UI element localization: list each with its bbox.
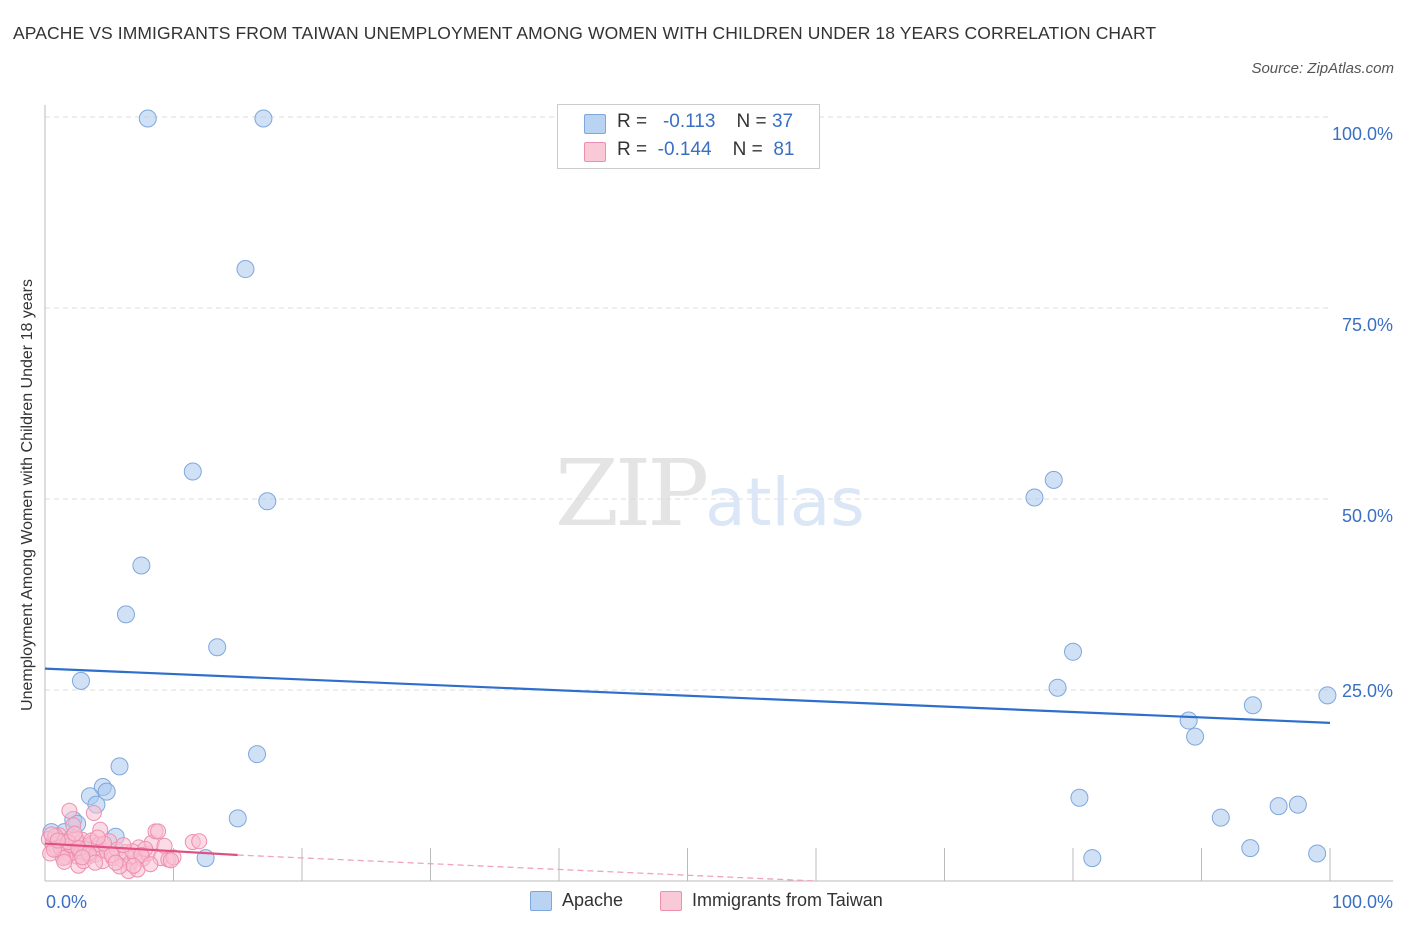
- apache-point: [138, 109, 157, 128]
- legend-apache-r: -0.113: [662, 111, 716, 132]
- apache-point: [1070, 788, 1089, 807]
- y-tick-label: 50.0%: [1342, 506, 1393, 526]
- axes: [44, 105, 1393, 882]
- taiwan-point: [150, 823, 167, 840]
- legend-taiwan-n: 81: [773, 139, 795, 160]
- apache-point: [1044, 470, 1063, 489]
- taiwan-point: [107, 854, 124, 871]
- taiwan-points: [40, 802, 208, 880]
- apache-point: [1243, 696, 1262, 715]
- apache-point: [71, 671, 90, 690]
- taiwan-point: [56, 853, 73, 870]
- apache-point: [183, 462, 202, 481]
- correlation-legend: R = -0.113 N = 37 R = -0.144 N = 81: [557, 104, 820, 169]
- apache-point: [132, 556, 151, 575]
- taiwan-point: [125, 857, 142, 874]
- apache-swatch-icon: [530, 891, 552, 911]
- apache-point: [116, 605, 135, 624]
- trend-lines: [44, 667, 1331, 882]
- apache-point: [248, 745, 267, 764]
- apache-trend-line: [44, 667, 1331, 724]
- apache-point: [110, 757, 129, 776]
- apache-point: [254, 109, 273, 128]
- bottom-legend-apache-label: Apache: [562, 890, 624, 910]
- apache-point: [1048, 678, 1067, 697]
- taiwan-point: [162, 852, 179, 869]
- taiwan-swatch-icon: [584, 142, 606, 162]
- apache-point: [1083, 849, 1102, 868]
- legend-r-label: R =: [617, 111, 648, 132]
- apache-point: [1308, 844, 1327, 863]
- legend-n-label: N =: [736, 111, 767, 132]
- y-tick-label: 100.0%: [1332, 124, 1393, 144]
- taiwan-point: [85, 805, 102, 822]
- apache-point: [228, 809, 247, 828]
- tick-labels: 100.0% 75.0% 50.0% 25.0% 0.0% 100.0%: [46, 124, 1393, 912]
- apache-swatch-icon: [584, 114, 606, 134]
- grid-lines: [45, 116, 1330, 691]
- apache-point: [1241, 839, 1260, 858]
- apache-point: [1064, 642, 1082, 661]
- chart-source: Source: ZipAtlas.com: [1251, 60, 1394, 77]
- taiwan-point: [115, 837, 132, 854]
- apache-point: [97, 782, 116, 801]
- legend-r-label: R =: [617, 139, 648, 160]
- x-tick-label: 0.0%: [46, 892, 87, 912]
- taiwan-point: [49, 832, 66, 849]
- legend-n-label: N =: [732, 139, 763, 160]
- watermark: ZIPatlas: [555, 440, 865, 547]
- y-tick-label: 75.0%: [1342, 315, 1393, 335]
- apache-point: [236, 260, 255, 279]
- y-tick-label: 25.0%: [1342, 681, 1393, 701]
- apache-point: [1025, 488, 1044, 507]
- apache-point: [258, 492, 277, 511]
- watermark-zip: ZIP: [555, 440, 709, 547]
- legend-taiwan-r: -0.144: [657, 139, 712, 160]
- apache-point: [1211, 808, 1230, 827]
- taiwan-trend-line: [44, 842, 238, 857]
- taiwan-point: [191, 833, 208, 850]
- taiwan-trend-extension: [237, 854, 817, 882]
- legend-apache-n: 37: [771, 111, 794, 132]
- x-tick-label: 100.0%: [1332, 892, 1393, 912]
- taiwan-point: [66, 825, 83, 842]
- apache-point: [1186, 727, 1205, 746]
- chart-title: APACHE VS IMMIGRANTS FROM TAIWAN UNEMPLO…: [13, 23, 1157, 43]
- apache-point: [1288, 795, 1307, 814]
- taiwan-point: [61, 802, 78, 819]
- apache-point: [1179, 711, 1198, 730]
- taiwan-point: [89, 829, 106, 846]
- taiwan-point: [142, 856, 159, 873]
- taiwan-point: [74, 849, 91, 866]
- apache-point: [1318, 686, 1337, 705]
- bottom-legend-taiwan-label: Immigrants from Taiwan: [692, 890, 883, 910]
- apache-point: [208, 638, 227, 657]
- taiwan-swatch-icon: [660, 891, 682, 911]
- apache-points: [42, 109, 1337, 868]
- watermark-atlas: atlas: [705, 464, 865, 541]
- apache-point: [1269, 797, 1288, 816]
